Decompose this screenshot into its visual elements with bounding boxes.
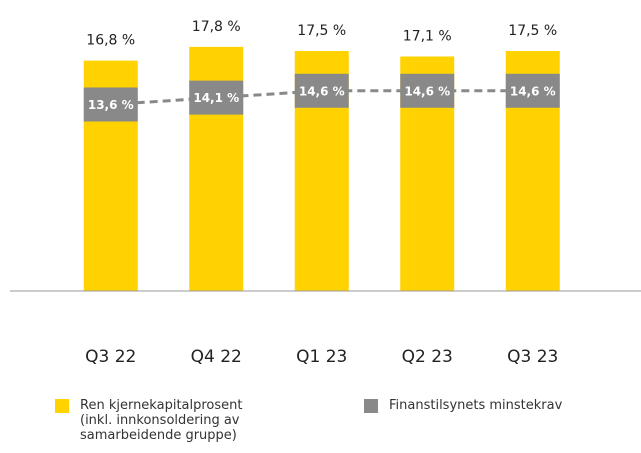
x-tick-label: Q4 22 (191, 347, 242, 367)
line-marker (400, 73, 455, 108)
legend-swatch (55, 399, 69, 413)
value-label: 14,6 % (404, 84, 450, 98)
legend-item: Finanstilsynets minstekrav (364, 398, 562, 413)
line-marker (505, 73, 560, 108)
x-tick-label: Q3 22 (85, 347, 136, 367)
legend-label: Ren kjernekapitalprosent (inkl. innkonso… (80, 398, 243, 443)
value-label: 17,5 % (297, 23, 346, 39)
value-label: 17,5 % (508, 23, 557, 39)
value-label: 14,6 % (299, 84, 345, 98)
legend-label: Finanstilsynets minstekrav (389, 398, 563, 413)
legend-swatch (364, 399, 378, 413)
line-marker (189, 80, 244, 115)
value-label: 14,1 % (193, 91, 239, 105)
value-label: 17,1 % (403, 28, 452, 44)
line-marker (83, 87, 138, 122)
x-tick-label: Q1 23 (296, 347, 347, 367)
x-tick-label: Q2 23 (402, 347, 453, 367)
line-marker (294, 73, 349, 108)
value-label: 14,6 % (510, 84, 556, 98)
value-label: 17,8 % (192, 19, 241, 35)
value-label: 16,8 % (86, 33, 135, 49)
x-tick-label: Q3 23 (507, 347, 558, 367)
legend-item: Ren kjernekapitalprosent (inkl. innkonso… (55, 398, 270, 443)
value-label: 13,6 % (88, 98, 134, 112)
